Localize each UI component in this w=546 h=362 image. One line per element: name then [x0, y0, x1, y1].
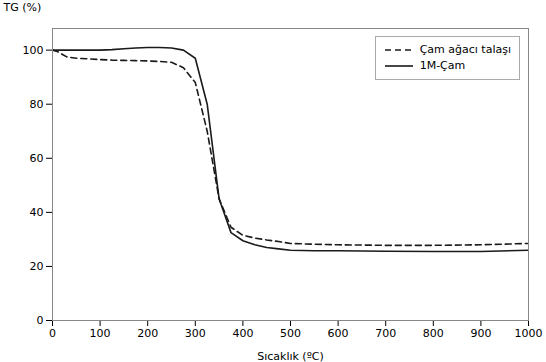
svg-text:200: 200: [137, 327, 158, 340]
html-text:Çam ağacı talaşı: Çam ağacı talaşı: [419, 43, 511, 56]
svg-text:20: 20: [30, 260, 44, 273]
svg-text:80: 80: [30, 98, 44, 111]
svg-text:700: 700: [375, 327, 396, 340]
svg-text:0: 0: [49, 327, 56, 340]
svg-text:600: 600: [328, 327, 349, 340]
svg-text:100: 100: [90, 327, 111, 340]
svg-text:0: 0: [37, 314, 44, 327]
svg-text:800: 800: [423, 327, 444, 340]
svg-text:1000: 1000: [515, 327, 543, 340]
svg-text:900: 900: [470, 327, 491, 340]
svg-text:Sıcaklık (ºC): Sıcaklık (ºC): [257, 350, 324, 362]
svg-text:100: 100: [23, 44, 44, 57]
svg-text:500: 500: [280, 327, 301, 340]
svg-text:TG (%): TG (%): [3, 1, 42, 14]
svg-text:400: 400: [232, 327, 253, 340]
html-text:1M-Çam: 1M-Çam: [419, 59, 466, 72]
svg-text:60: 60: [30, 152, 44, 165]
svg-text:40: 40: [30, 206, 44, 219]
svg-text:300: 300: [185, 327, 206, 340]
